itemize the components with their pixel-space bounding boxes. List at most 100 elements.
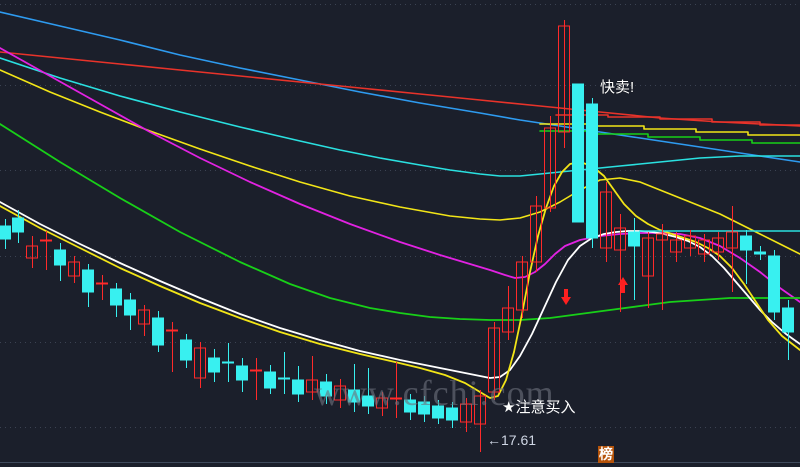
candle-body	[68, 261, 80, 277]
candle	[768, 250, 780, 320]
candle	[754, 246, 766, 260]
candle	[138, 305, 150, 336]
candle	[320, 374, 332, 404]
MA-red	[0, 51, 800, 127]
candle	[586, 98, 598, 248]
candle	[474, 390, 486, 452]
candle	[26, 236, 38, 268]
MA-yellow-long	[0, 69, 800, 255]
candle	[292, 366, 304, 402]
candle	[684, 230, 696, 256]
site-watermark: www.cfchi.com	[314, 373, 555, 413]
up-arrow-marker	[618, 277, 628, 293]
candle-body	[194, 347, 206, 379]
candle-body	[152, 317, 164, 346]
candle	[40, 231, 52, 270]
candle-body	[418, 401, 430, 415]
candle-body	[124, 299, 136, 316]
candle	[110, 283, 122, 317]
candle-body	[502, 307, 514, 333]
candle-body	[348, 389, 360, 403]
candle	[726, 206, 738, 292]
MA-magenta	[0, 47, 800, 303]
candle-body	[670, 239, 682, 253]
signal-markers	[561, 277, 628, 305]
candle-body	[642, 237, 654, 277]
candle	[488, 322, 500, 400]
candle-body	[614, 227, 626, 251]
candle	[446, 402, 458, 428]
candle-body	[782, 307, 794, 333]
candle	[656, 224, 668, 310]
candle-body	[712, 237, 724, 253]
candle	[362, 368, 374, 414]
candle	[544, 116, 556, 212]
candle	[390, 362, 402, 418]
candle-body	[530, 205, 542, 263]
candle-body	[334, 385, 346, 401]
candle-body	[26, 245, 38, 259]
candle	[530, 196, 542, 272]
candle-body	[544, 127, 556, 209]
candle-body	[586, 103, 598, 239]
candle	[642, 232, 654, 308]
candle-body	[390, 397, 402, 400]
candle-series	[0, 20, 794, 452]
candle-body	[54, 249, 66, 266]
candle	[348, 364, 360, 412]
candle	[0, 219, 11, 249]
candle-body	[726, 231, 738, 249]
candle-body	[768, 255, 780, 313]
candle-body	[166, 329, 178, 332]
candle	[502, 286, 514, 340]
candle	[334, 379, 346, 408]
candle-body	[138, 309, 150, 325]
candle	[418, 396, 430, 422]
candle-body	[236, 365, 248, 381]
candle-body	[558, 25, 570, 133]
candle	[12, 210, 24, 243]
candle	[670, 232, 682, 262]
candle-body	[656, 233, 668, 241]
candle	[250, 358, 262, 400]
candle	[306, 356, 318, 400]
candle-body	[628, 231, 640, 247]
candle-body	[278, 377, 290, 380]
down-arrow-marker	[561, 289, 571, 305]
candle	[404, 394, 416, 420]
candle-body	[432, 405, 444, 419]
candle-body	[180, 339, 192, 361]
candle-body	[40, 239, 52, 242]
candle-body	[208, 357, 220, 373]
MA-white	[0, 201, 800, 379]
candle-body	[222, 361, 234, 364]
candle	[180, 334, 192, 368]
candle	[740, 230, 752, 284]
candle-body	[362, 395, 374, 407]
candle-body	[446, 407, 458, 421]
MA-blue	[0, 11, 800, 163]
candle	[460, 398, 472, 432]
candle	[782, 300, 794, 360]
candle-body	[12, 217, 24, 233]
candle	[628, 218, 640, 300]
MA-cyan	[0, 57, 800, 177]
candle	[712, 232, 724, 260]
candle	[432, 400, 444, 424]
candle	[236, 358, 248, 392]
candle-body	[488, 327, 500, 393]
candle	[222, 343, 234, 382]
candle	[264, 365, 276, 394]
candle-body	[250, 369, 262, 372]
grid-lines	[0, 4, 800, 428]
candle-body	[320, 381, 332, 397]
candle	[516, 256, 528, 318]
candle-body	[404, 399, 416, 413]
channel-band-lines	[539, 114, 800, 232]
candle-body	[376, 397, 388, 409]
candle	[558, 20, 570, 148]
candle-body	[110, 288, 122, 306]
candle-body	[292, 379, 304, 395]
